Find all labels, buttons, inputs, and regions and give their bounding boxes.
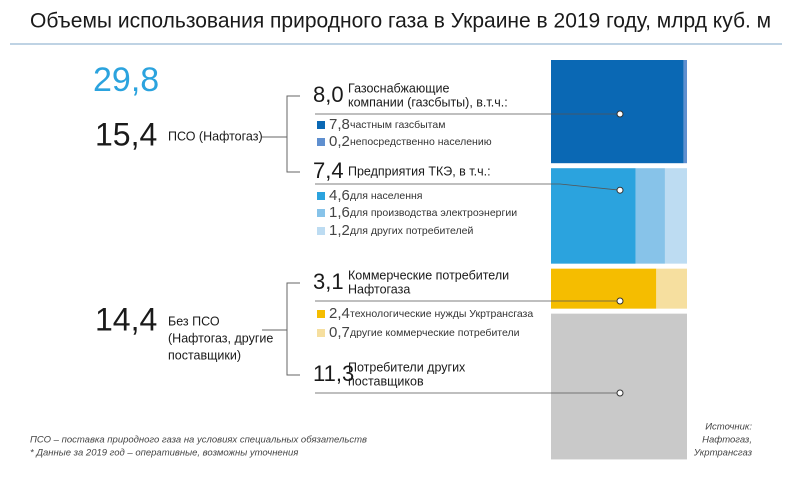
block-part (551, 168, 636, 264)
part-name: частным газсбытам (350, 119, 445, 131)
legend-swatch (317, 227, 325, 235)
segment-value: 7,4 (313, 158, 344, 183)
segment-name: Потребители других (348, 360, 466, 374)
part-value: 1,2 (329, 222, 350, 239)
leader-dot (616, 389, 624, 397)
part-name: для других потребителей (350, 225, 474, 237)
part-name: другие коммерческие потребители (350, 327, 520, 339)
source: Нафтогаз, (702, 435, 752, 446)
segment-name: поставщиков (348, 374, 424, 388)
leader-dot (616, 110, 624, 118)
group-name: (Нафтогаз, другие (168, 331, 273, 345)
total: 29,8 (93, 61, 159, 99)
part-value: 1,6 (329, 204, 350, 221)
source: Укртрансгаз (693, 448, 753, 459)
segment-value: 11,3 (313, 361, 354, 386)
group-value: 15,4 (95, 116, 157, 152)
part-value: 0,2 (329, 133, 350, 150)
bracket (286, 282, 300, 376)
part-value: 2,4 (329, 305, 350, 322)
part-value: 7,8 (329, 116, 350, 133)
block-part (551, 268, 657, 309)
segment-name: Коммерческие потребители (348, 268, 509, 282)
block-part (664, 168, 687, 264)
block-part (635, 168, 665, 264)
group-name: ПСО (Нафтогаз) (168, 129, 263, 143)
legend-swatch (317, 138, 325, 146)
part-name: технологические нужды Укртрансгаза (350, 308, 533, 320)
legend-swatch (317, 209, 325, 217)
segment-value: 3,1 (313, 269, 344, 294)
segment-name: компании (газсбыты), в.т.ч.: (348, 95, 508, 109)
legend-swatch (317, 329, 325, 337)
legend-swatch (317, 121, 325, 129)
leader (315, 183, 621, 191)
leader-dot (616, 297, 624, 305)
group-value: 14,4 (95, 301, 157, 337)
block (551, 313, 687, 460)
legend-swatch (317, 192, 325, 200)
part-value: 0,7 (329, 324, 350, 341)
segment-name: Предприятия ТКЭ, в т.ч.: (348, 164, 491, 178)
part-name: для населення (350, 190, 423, 202)
legend-swatch (317, 310, 325, 318)
part-value: 4,6 (329, 187, 350, 204)
footnote: * Данные за 2019 год – оперативные, возм… (30, 448, 298, 459)
title: Объемы использования природного газа в У… (30, 10, 771, 33)
bracket (286, 95, 300, 173)
group-name: Без ПСО (168, 314, 220, 328)
source: Источник: (705, 422, 752, 433)
footnote: ПСО – поставка природного газа на услови… (30, 435, 367, 446)
part-name: для производства электроэнергии (350, 207, 517, 219)
block-part (683, 60, 687, 164)
segment-value: 8,0 (313, 82, 344, 107)
segment-name: Нафтогаза (348, 282, 410, 296)
segment-name: Газоснабжающие (348, 81, 450, 95)
part-name: непосредственно населению (350, 136, 492, 148)
block-part (551, 60, 684, 164)
leader-dot (616, 186, 624, 194)
group-name: поставщики) (168, 348, 241, 362)
block-part (656, 268, 687, 309)
